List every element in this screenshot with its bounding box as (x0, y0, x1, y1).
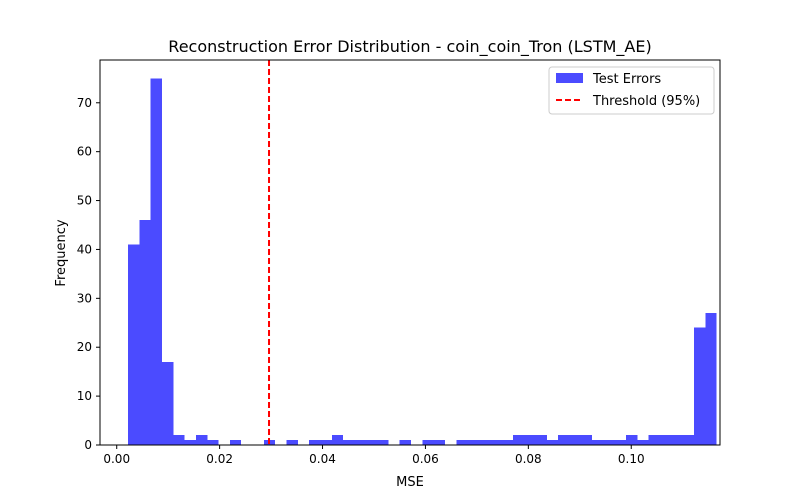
histogram-bar (320, 440, 332, 445)
histogram-bar (671, 435, 683, 445)
x-axis-ticks: 0.00 0.02 0.04 0.06 0.08 0.10 (103, 445, 645, 466)
histogram-bar (682, 435, 695, 445)
histogram-bar (524, 435, 536, 445)
histogram-bar (229, 440, 242, 445)
histogram-bar (128, 244, 140, 445)
x-tick-label: 0.06 (412, 452, 439, 466)
histogram-bar (456, 440, 468, 445)
histogram-bar (354, 440, 366, 445)
legend: Test Errors Threshold (95%) (548, 66, 715, 115)
histogram-bar (580, 435, 593, 445)
histogram-bar (467, 440, 479, 445)
histogram-bar (399, 440, 412, 445)
histogram-bar (309, 440, 321, 445)
histogram-bar (614, 440, 627, 445)
histogram-bar (569, 435, 581, 445)
y-tick-label: 40 (77, 242, 92, 256)
histogram-bar (173, 435, 185, 445)
y-axis-label: Frequency (54, 219, 69, 286)
histogram-bar (422, 440, 434, 445)
y-tick-label: 50 (77, 194, 92, 208)
histogram-bar (546, 440, 559, 445)
y-tick-label: 10 (77, 389, 92, 403)
histogram-bar (195, 435, 208, 445)
y-tick-label: 20 (77, 340, 92, 354)
y-tick-label: 0 (84, 438, 92, 452)
legend-box (548, 66, 715, 115)
histogram-bar (694, 327, 706, 445)
plot-frame (99, 59, 721, 446)
chart-title: Reconstruction Error Distribution - coin… (168, 37, 651, 57)
x-tick-label: 0.00 (103, 452, 130, 466)
legend-label-test-errors: Test Errors (592, 72, 661, 87)
histogram-bar (150, 78, 162, 445)
histogram-bar (343, 440, 355, 445)
histogram-bar (637, 440, 649, 445)
histogram-bar (478, 440, 491, 445)
histogram-bar (535, 435, 547, 445)
x-tick-label: 0.02 (206, 452, 233, 466)
histogram-bar (512, 435, 525, 445)
histogram-bar (433, 440, 445, 445)
histogram-bar (331, 435, 344, 445)
legend-patch-test-errors (556, 73, 583, 83)
histogram-bar (365, 440, 378, 445)
x-tick-label: 0.10 (618, 452, 645, 466)
histogram-bar (660, 435, 672, 445)
y-tick-label: 70 (77, 96, 92, 110)
histogram-bar (184, 440, 196, 445)
y-tick-label: 30 (77, 291, 92, 305)
y-axis-ticks: 0 10 20 30 40 50 60 70 (77, 96, 100, 452)
histogram-bar (592, 440, 604, 445)
x-axis-label: MSE (396, 475, 424, 490)
histogram-bar (490, 440, 502, 445)
histogram-bar (648, 435, 661, 445)
histogram-bar (558, 435, 570, 445)
legend-label-threshold: Threshold (95%) (592, 94, 700, 109)
histogram-bar (139, 220, 151, 445)
histogram-bar (501, 440, 513, 445)
histogram-bar (603, 440, 615, 445)
x-tick-label: 0.04 (309, 452, 336, 466)
y-tick-label: 60 (77, 145, 92, 159)
histogram-bar (207, 440, 219, 445)
histogram-bars (128, 78, 717, 445)
x-tick-label: 0.08 (515, 452, 542, 466)
histogram-bar (162, 361, 174, 445)
histogram-bar (626, 435, 638, 445)
histogram-bar (377, 440, 389, 445)
histogram-bar (286, 440, 298, 445)
histogram-bar (705, 313, 717, 445)
